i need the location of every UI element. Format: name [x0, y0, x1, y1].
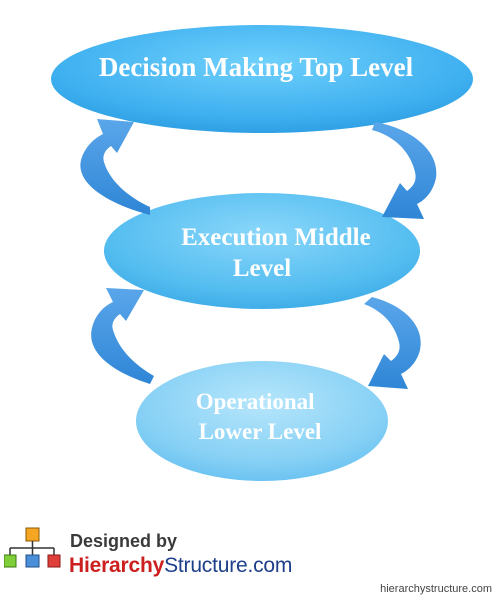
node-middle-label: Execution Middle Level — [181, 224, 377, 282]
brand-part-hierarchy: Hierarchy — [69, 554, 165, 577]
watermark-text: hierarchystructure.com — [380, 583, 492, 595]
brand-part-tld: .com — [247, 554, 293, 577]
node-lower-shape — [136, 361, 388, 481]
node-top-label: Decision Making Top Level — [99, 52, 414, 82]
designed-by-logo: Designed by HierarchyStructure.com — [4, 526, 324, 582]
cycle-arrow-left-lower — [91, 288, 154, 384]
designed-by-text: Designed by — [70, 531, 178, 551]
hierarchy-logo-icon — [4, 527, 61, 568]
node-middle-shape — [104, 193, 420, 309]
node-top-line-1: Decision Making Top Level — [99, 52, 414, 82]
node-middle-line-2: Level — [233, 255, 291, 282]
node-lower-line-1: Operational — [196, 389, 315, 414]
node-lower-line-2: Lower Level — [199, 419, 322, 444]
cycle-arrow-right-lower — [364, 297, 421, 389]
node-middle-line-1: Execution Middle — [181, 224, 371, 251]
brand-part-structure: Structure — [164, 554, 248, 577]
brand-name: HierarchyStructure.com — [69, 554, 292, 578]
cycle-arrow-left-upper — [80, 119, 150, 215]
node-lower-label: Operational Lower Level — [196, 389, 322, 444]
node-top-shape — [51, 25, 473, 133]
cycle-arrow-right-upper — [372, 122, 437, 219]
